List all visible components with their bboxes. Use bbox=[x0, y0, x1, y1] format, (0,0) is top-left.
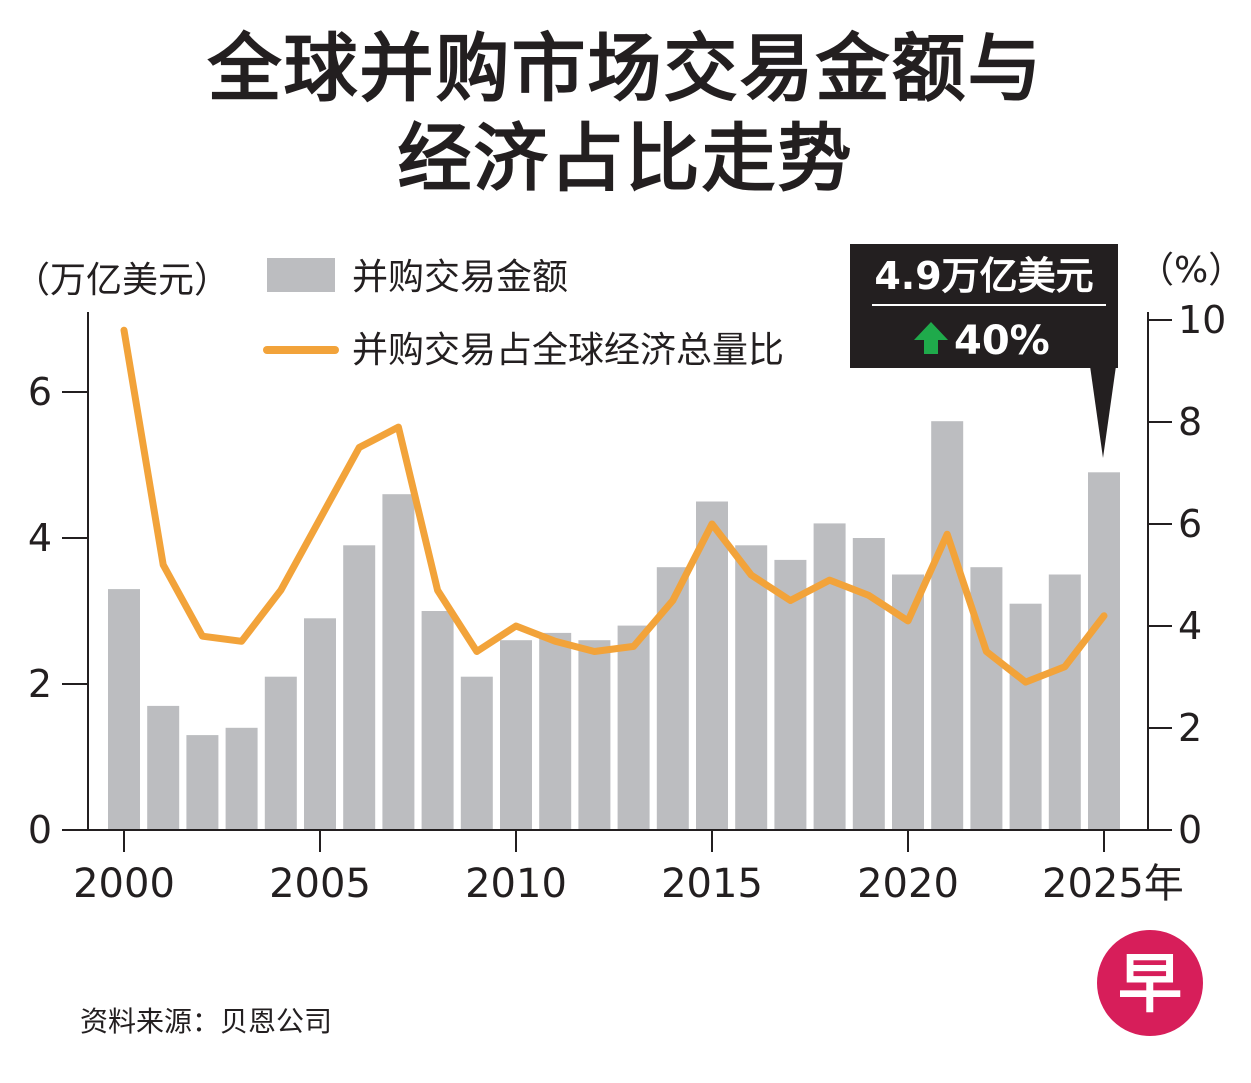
right-tick-label-4: 4 bbox=[1178, 604, 1202, 648]
bar-2014 bbox=[656, 567, 689, 830]
chart-title-line-1: 全球并购市场交易金额与 bbox=[207, 26, 1044, 112]
right-axis-unit: （%） bbox=[1138, 250, 1244, 291]
bar-2024 bbox=[1048, 574, 1081, 830]
bar-2015 bbox=[696, 501, 728, 830]
callout-value: 4.9万亿美元 bbox=[874, 254, 1093, 298]
legend-line-label: 并购交易占全球经济总量比 bbox=[352, 330, 784, 371]
right-tick-label-8: 8 bbox=[1178, 400, 1202, 444]
right-tick-label-10: 10 bbox=[1178, 298, 1226, 342]
x-tick-label-2010: 2010 bbox=[465, 861, 567, 907]
bar-2013 bbox=[617, 625, 650, 830]
right-tick-label-2: 2 bbox=[1178, 706, 1202, 750]
bar-2002 bbox=[186, 735, 219, 830]
zaobao-logo: 早 bbox=[1097, 930, 1203, 1036]
bar-2001 bbox=[147, 705, 180, 830]
right-tick-label-0: 0 bbox=[1178, 808, 1202, 852]
ratio-line bbox=[120, 326, 1108, 686]
left-tick-label-0: 0 bbox=[28, 808, 52, 852]
bar-2017 bbox=[774, 559, 807, 830]
callout-2025: 4.9万亿美元 40% bbox=[850, 244, 1118, 458]
x-tick-label-2000: 2000 bbox=[73, 861, 175, 907]
bar-2019 bbox=[852, 538, 885, 830]
bar-2021 bbox=[931, 421, 964, 830]
left-axis-unit: （万亿美元） bbox=[14, 260, 230, 301]
axes: 0 2 4 6 0 2 4 6 8 10 2000 2005 2010 2015 2020 2025年 bbox=[28, 298, 1226, 907]
bar-2004 bbox=[264, 676, 297, 830]
bar-2003 bbox=[225, 727, 258, 830]
bar-2022 bbox=[970, 567, 1003, 830]
bar-2008 bbox=[421, 611, 454, 830]
x-tick-label-2025: 2025年 bbox=[1042, 861, 1184, 907]
bar-2025 bbox=[1088, 472, 1120, 830]
x-tick-label-2020: 2020 bbox=[857, 861, 959, 907]
logo-circle bbox=[1097, 930, 1203, 1036]
bar-2006 bbox=[343, 545, 376, 830]
x-tick-label-2005: 2005 bbox=[269, 861, 371, 907]
bar-2010 bbox=[500, 640, 532, 830]
left-tick-label-2: 2 bbox=[28, 662, 52, 706]
x-tick-label-2015: 2015 bbox=[661, 861, 763, 907]
logo-character: 早 bbox=[1118, 948, 1182, 1022]
right-tick-label-6: 6 bbox=[1178, 502, 1202, 546]
legend-bar-label: 并购交易金额 bbox=[352, 257, 568, 298]
legend: 并购交易金额 并购交易占全球经济总量比 bbox=[263, 257, 784, 371]
legend-bar-swatch bbox=[267, 258, 335, 292]
bar-2023 bbox=[1009, 603, 1042, 830]
callout-pointer bbox=[1090, 366, 1116, 458]
chart-title-line-2: 经济占比走势 bbox=[397, 116, 854, 202]
bar-series bbox=[108, 421, 1120, 830]
bar-2018 bbox=[813, 523, 846, 830]
bar-2012 bbox=[578, 640, 611, 830]
callout-change: 40% bbox=[954, 318, 1050, 364]
bar-2011 bbox=[539, 632, 572, 830]
left-tick-label-6: 6 bbox=[28, 370, 52, 414]
bar-2016 bbox=[735, 545, 768, 830]
bar-2005 bbox=[304, 618, 336, 830]
arrow-up-icon bbox=[914, 322, 948, 354]
bar-2000 bbox=[108, 589, 140, 830]
bar-2009 bbox=[460, 676, 493, 830]
bar-2007 bbox=[382, 494, 415, 830]
source-note: 资料来源：贝恩公司 bbox=[80, 1005, 332, 1038]
left-tick-label-4: 4 bbox=[28, 516, 52, 560]
